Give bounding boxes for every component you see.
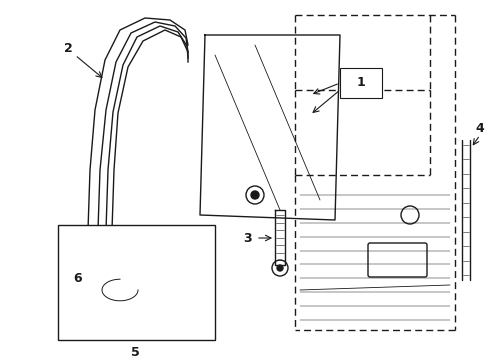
Text: 2: 2 <box>63 41 72 54</box>
Circle shape <box>276 265 283 271</box>
Circle shape <box>142 255 147 259</box>
Circle shape <box>250 191 259 199</box>
Circle shape <box>187 303 192 307</box>
Bar <box>339 68 381 98</box>
Text: 1: 1 <box>356 77 365 90</box>
Text: 4: 4 <box>475 122 484 135</box>
Circle shape <box>142 288 147 292</box>
Text: 5: 5 <box>130 346 139 359</box>
Text: 6: 6 <box>74 271 82 284</box>
Circle shape <box>168 268 172 272</box>
Text: 3: 3 <box>243 231 252 244</box>
Bar <box>58 225 215 340</box>
